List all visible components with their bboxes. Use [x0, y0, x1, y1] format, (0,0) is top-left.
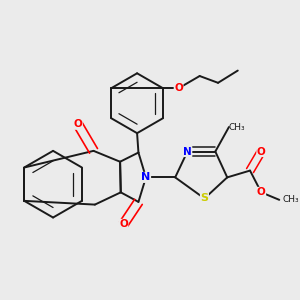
Text: CH₃: CH₃ [282, 195, 299, 204]
Text: O: O [74, 119, 82, 129]
Text: CH₃: CH₃ [229, 122, 246, 131]
Text: N: N [183, 146, 192, 157]
Text: O: O [119, 219, 128, 229]
Text: N: N [141, 172, 151, 182]
Text: O: O [257, 187, 266, 197]
Text: S: S [200, 194, 208, 203]
Text: O: O [257, 146, 266, 157]
Text: O: O [174, 83, 183, 93]
